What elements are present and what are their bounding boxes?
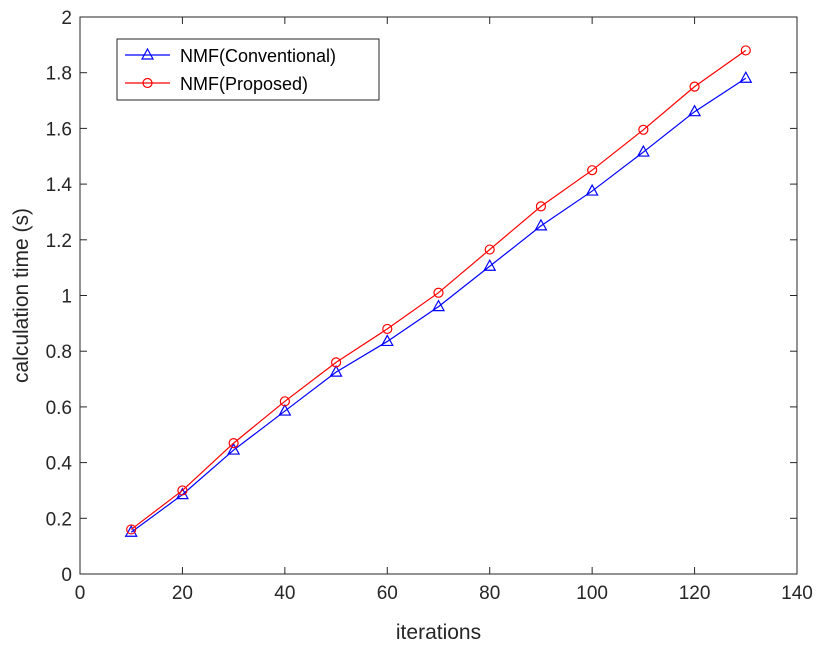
ticks-layer: 0 20 40 60 80 100 120 140 0 0.2 0.4 0.6 0.8 1 1.2 1.4 1.…	[46, 8, 813, 604]
y-tick-label: 1.8	[46, 64, 72, 85]
y-tick-label: 0.4	[46, 454, 73, 475]
data-point-circle	[484, 244, 495, 255]
data-point-triangle	[431, 299, 446, 312]
data-point-triangle	[227, 442, 241, 455]
data-point-circle	[740, 45, 751, 56]
legend-label-conventional: NMF(Conventional)	[180, 46, 336, 66]
legend-label-proposed: NMF(Proposed)	[180, 74, 308, 94]
series-line	[130, 49, 747, 530]
data-point-circle	[535, 201, 547, 212]
data-point-triangle	[534, 218, 548, 231]
series-line	[130, 77, 747, 533]
data-point-triangle	[380, 334, 394, 347]
x-tick-label: 40	[274, 583, 295, 604]
data-point-triangle	[124, 524, 138, 537]
data-point-circle	[587, 165, 598, 176]
data-point-circle	[177, 485, 188, 496]
x-tick-label: 20	[172, 583, 193, 604]
data-point-circle	[689, 81, 700, 92]
legend: NMF(Conventional) NMF(Proposed)	[116, 38, 380, 101]
data-point-circle	[330, 357, 342, 368]
data-point-circle	[433, 287, 444, 298]
data-point-circle	[382, 323, 393, 335]
data-point-circle	[228, 438, 239, 449]
series-proposed	[126, 45, 751, 535]
data-point-triangle	[688, 104, 702, 117]
x-axis-title: iterations	[396, 621, 481, 644]
x-tick-label: 120	[679, 583, 711, 604]
data-point-circle	[638, 124, 649, 135]
x-tick-label: 140	[781, 583, 813, 604]
series-conventional	[124, 71, 753, 537]
data-point-circle	[279, 396, 290, 407]
x-tick-label: 0	[75, 583, 86, 604]
series-layer	[124, 45, 753, 537]
y-tick-label: 0.6	[46, 398, 72, 419]
x-tick-label: 100	[576, 583, 608, 604]
data-point-triangle	[278, 403, 292, 416]
data-point-triangle	[483, 259, 497, 271]
y-tick-label: 1.6	[46, 119, 72, 140]
data-point-circle	[126, 524, 137, 535]
y-axis-title: calculation time (s)	[10, 208, 33, 383]
data-point-triangle	[739, 71, 753, 83]
x-tick-label: 80	[479, 583, 500, 604]
data-point-triangle	[585, 183, 599, 196]
y-tick-label: 0	[61, 565, 72, 586]
x-tick-label: 60	[377, 583, 398, 604]
y-tick-label: 1	[61, 287, 72, 308]
y-tick-label: 0.2	[46, 509, 72, 530]
legend-triangle-marker-icon	[140, 47, 155, 60]
y-tick-label: 2	[61, 8, 72, 29]
legend-circle-marker-icon	[142, 77, 153, 89]
plot-area	[80, 17, 797, 574]
data-point-triangle	[636, 144, 650, 157]
y-tick-label: 1.4	[46, 175, 73, 196]
data-point-triangle	[329, 364, 343, 377]
y-tick-label: 1.2	[46, 231, 72, 252]
y-tick-label: 0.8	[46, 342, 72, 363]
legend-box	[116, 38, 380, 101]
